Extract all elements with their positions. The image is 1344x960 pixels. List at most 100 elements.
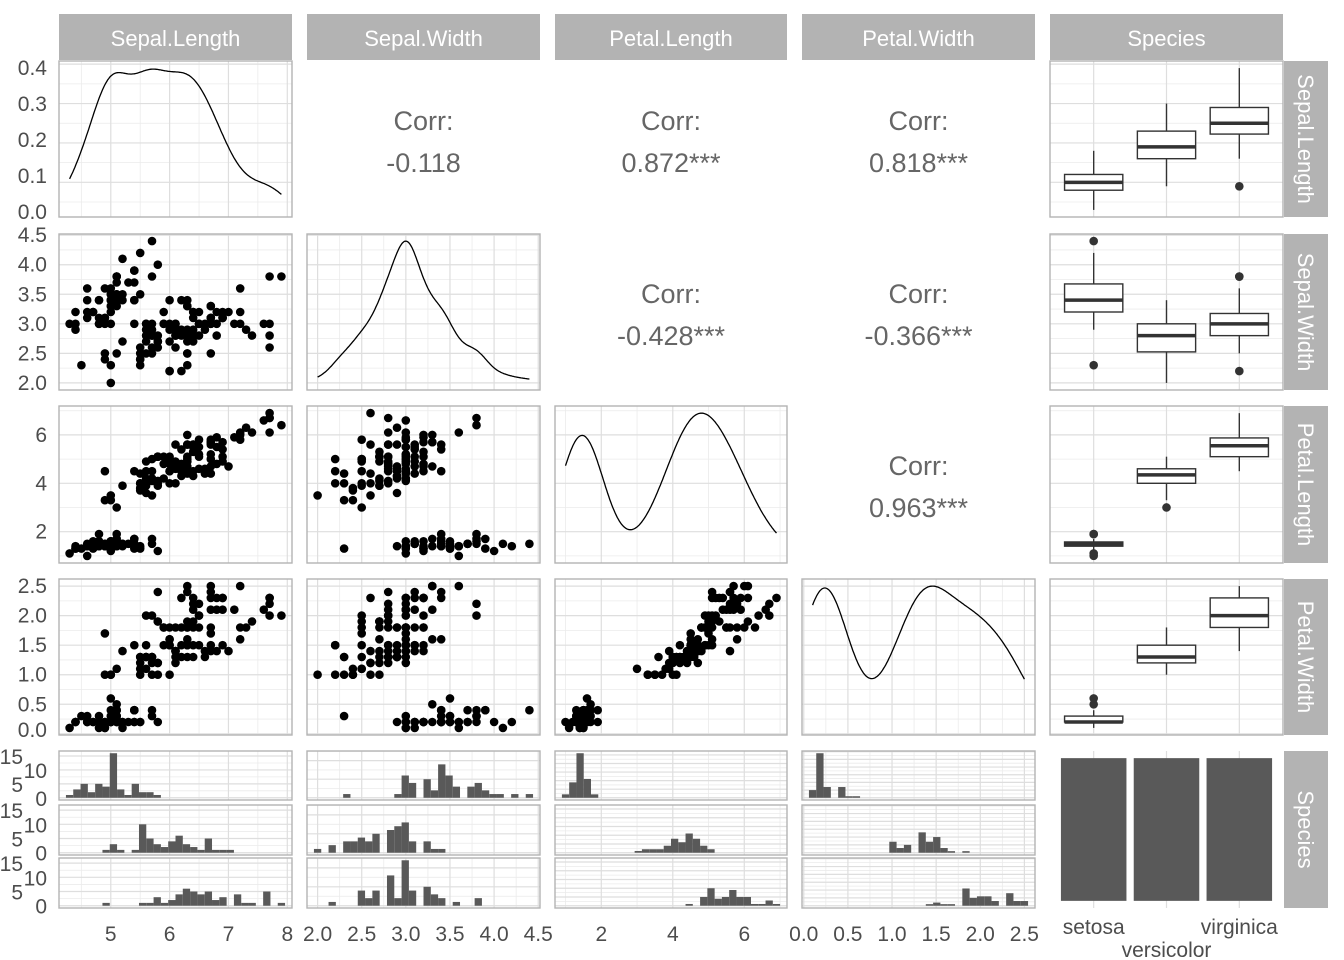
scatter-point	[183, 295, 192, 305]
histogram-bar	[401, 860, 409, 906]
histogram-bar	[438, 764, 446, 798]
scatter-point	[94, 723, 104, 733]
scatter-point	[212, 319, 221, 329]
scatter-point	[339, 652, 349, 662]
scatter-point	[71, 325, 80, 335]
scatter-point	[200, 319, 210, 329]
scatter-point	[171, 623, 180, 632]
scatter-point	[419, 646, 428, 656]
scatter-point	[375, 617, 384, 626]
column-strip	[1050, 14, 1283, 60]
scatter-point	[525, 705, 534, 715]
scatter-point	[401, 428, 411, 437]
scatter-point	[200, 469, 210, 478]
scatter-point	[183, 652, 192, 662]
scatter-point	[147, 705, 157, 715]
scatter-point	[112, 705, 121, 715]
panel-border	[306, 750, 541, 801]
scatter-point	[106, 295, 116, 305]
scatter-point	[188, 605, 198, 614]
scatter-point	[106, 307, 116, 317]
y-tick-label: 15	[0, 746, 23, 769]
scatter-point	[410, 469, 420, 478]
scatter-point	[481, 544, 490, 553]
scatter-point	[410, 539, 420, 549]
histogram-bar	[138, 792, 147, 798]
density-line	[69, 68, 282, 195]
scatter-point	[383, 599, 393, 609]
scatter-point	[392, 652, 402, 662]
scatter-point	[383, 587, 393, 597]
scatter-point	[206, 587, 216, 597]
scatter-point	[206, 605, 216, 614]
histogram-bar	[102, 902, 110, 906]
scatter-point	[247, 428, 257, 437]
scatter-point	[419, 593, 428, 603]
scatter-point	[100, 466, 110, 476]
scatter-point	[71, 307, 80, 317]
scatter-point	[112, 711, 121, 721]
scatter-point	[183, 454, 192, 464]
scatter-point	[135, 360, 145, 370]
scatter-point	[481, 534, 490, 544]
scatter-point	[100, 313, 110, 323]
scatter-point	[711, 611, 720, 620]
scatter-point	[375, 474, 384, 483]
scatter-point	[106, 290, 116, 299]
scatter-point	[265, 413, 274, 423]
panel-border	[554, 750, 788, 801]
scatter-point	[445, 537, 455, 546]
scatter-point	[401, 611, 411, 620]
scatter-point	[383, 623, 393, 632]
scatter-point	[206, 349, 216, 358]
scatter-point	[366, 469, 375, 478]
histogram-bar	[241, 902, 249, 906]
scatter-point	[130, 278, 139, 287]
boxplot-box	[1209, 106, 1270, 135]
histogram-bar	[438, 848, 446, 853]
scatter-point	[218, 313, 227, 323]
panel-border	[554, 578, 788, 736]
scatter-point	[106, 360, 116, 370]
scatter-point	[100, 495, 110, 505]
histogram-bar	[969, 897, 977, 906]
scatter-point	[348, 495, 358, 505]
scatter-point	[401, 416, 411, 425]
scatter-point	[366, 658, 375, 668]
histogram-bar	[925, 841, 934, 853]
scatter-point	[153, 260, 163, 270]
x-tick-label: 1.5	[922, 923, 951, 946]
histogram-bar	[197, 849, 205, 853]
x-tick-label: versicolor	[1122, 939, 1212, 960]
scatter-point	[82, 541, 92, 551]
scatter-point	[65, 723, 74, 733]
scatter-point	[100, 717, 110, 727]
scatter-point	[428, 430, 437, 440]
y-tick-label: 2.5	[18, 575, 47, 598]
scatter-point	[141, 349, 151, 358]
histogram-bar	[131, 783, 139, 798]
histogram-bar	[153, 897, 161, 906]
panel-grid	[802, 858, 1035, 908]
scatter-point	[472, 717, 481, 727]
scatter-point	[188, 313, 198, 323]
scatter-point	[106, 378, 116, 388]
boxplot-outlier	[1235, 272, 1244, 281]
scatter-point	[772, 593, 781, 603]
panel-border	[801, 750, 1036, 801]
scatter-point	[194, 640, 204, 650]
panel-grid	[555, 406, 787, 563]
scatter-point	[235, 435, 245, 445]
scatter-point	[147, 491, 157, 500]
histogram-bar	[918, 832, 926, 853]
scatter-point	[224, 307, 233, 317]
scatter-point	[218, 593, 227, 603]
histogram-bar	[182, 888, 191, 906]
histogram-bar	[175, 835, 183, 853]
scatter-point	[206, 629, 216, 638]
histogram-bar	[394, 898, 402, 906]
scatter-point	[153, 343, 163, 352]
scatter-point	[206, 623, 216, 632]
scatter-point	[106, 541, 116, 551]
scatter-point	[135, 670, 145, 679]
